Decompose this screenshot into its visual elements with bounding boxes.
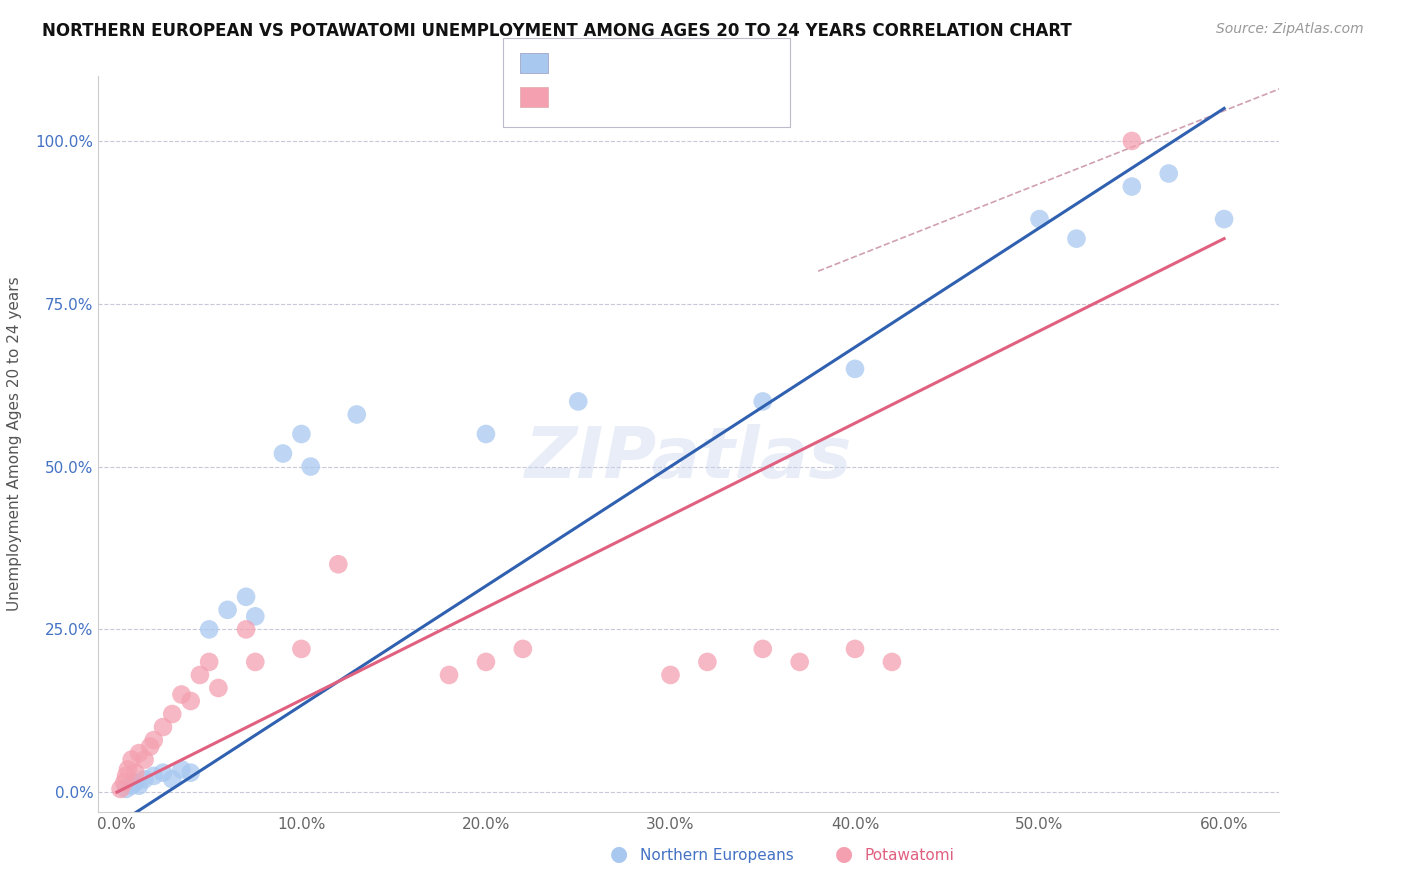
Text: NORTHERN EUROPEAN VS POTAWATOMI UNEMPLOYMENT AMONG AGES 20 TO 24 YEARS CORRELATI: NORTHERN EUROPEAN VS POTAWATOMI UNEMPLOY… — [42, 22, 1071, 40]
Text: ●: ● — [835, 844, 852, 863]
Point — [844, 362, 866, 376]
Point — [117, 763, 139, 777]
Point — [290, 427, 312, 442]
Point — [139, 739, 162, 754]
Point — [271, 446, 294, 460]
Point — [180, 694, 202, 708]
Point — [128, 746, 150, 760]
Point — [152, 720, 174, 734]
Point — [134, 753, 156, 767]
Point — [128, 779, 150, 793]
Point — [1121, 134, 1143, 148]
Point — [1066, 232, 1088, 246]
Point — [512, 641, 534, 656]
Point — [437, 668, 460, 682]
Point — [567, 394, 589, 409]
Y-axis label: Unemployment Among Ages 20 to 24 years: Unemployment Among Ages 20 to 24 years — [7, 277, 21, 611]
Point — [217, 603, 239, 617]
Text: R = 0.576   N = 27: R = 0.576 N = 27 — [560, 54, 730, 72]
Point — [134, 772, 156, 786]
Point — [188, 668, 211, 682]
Point — [1213, 212, 1236, 227]
Point — [162, 706, 183, 721]
Point — [152, 765, 174, 780]
Point — [198, 655, 221, 669]
Point — [1157, 167, 1180, 181]
Text: Potawatomi: Potawatomi — [865, 848, 955, 863]
Point — [752, 641, 775, 656]
Point — [115, 769, 138, 783]
Point — [659, 668, 682, 682]
Point — [170, 688, 193, 702]
Point — [1028, 212, 1050, 227]
Point — [115, 781, 138, 796]
Point — [844, 641, 866, 656]
Point — [207, 681, 229, 695]
Point — [1121, 179, 1143, 194]
Point — [142, 769, 165, 783]
Point — [124, 775, 146, 789]
Point — [198, 623, 221, 637]
Point — [789, 655, 811, 669]
Point — [170, 763, 193, 777]
Point — [121, 779, 143, 793]
Point — [290, 641, 312, 656]
Point — [245, 655, 267, 669]
Point — [328, 558, 350, 572]
Point — [299, 459, 322, 474]
Point — [180, 765, 202, 780]
Point — [124, 765, 146, 780]
Point — [110, 781, 132, 796]
Point — [245, 609, 267, 624]
Text: ZIPatlas: ZIPatlas — [526, 424, 852, 493]
Point — [142, 733, 165, 747]
Point — [235, 623, 257, 637]
Text: ●: ● — [610, 844, 627, 863]
Text: R = 0.764   N = 31: R = 0.764 N = 31 — [560, 88, 730, 106]
Point — [752, 394, 775, 409]
Point — [121, 753, 143, 767]
Text: Northern Europeans: Northern Europeans — [640, 848, 793, 863]
Point — [475, 655, 498, 669]
Point — [235, 590, 257, 604]
Point — [696, 655, 718, 669]
Text: Source: ZipAtlas.com: Source: ZipAtlas.com — [1216, 22, 1364, 37]
Point — [475, 427, 498, 442]
Point — [880, 655, 903, 669]
Point — [112, 775, 135, 789]
Point — [162, 772, 183, 786]
Point — [346, 408, 368, 422]
